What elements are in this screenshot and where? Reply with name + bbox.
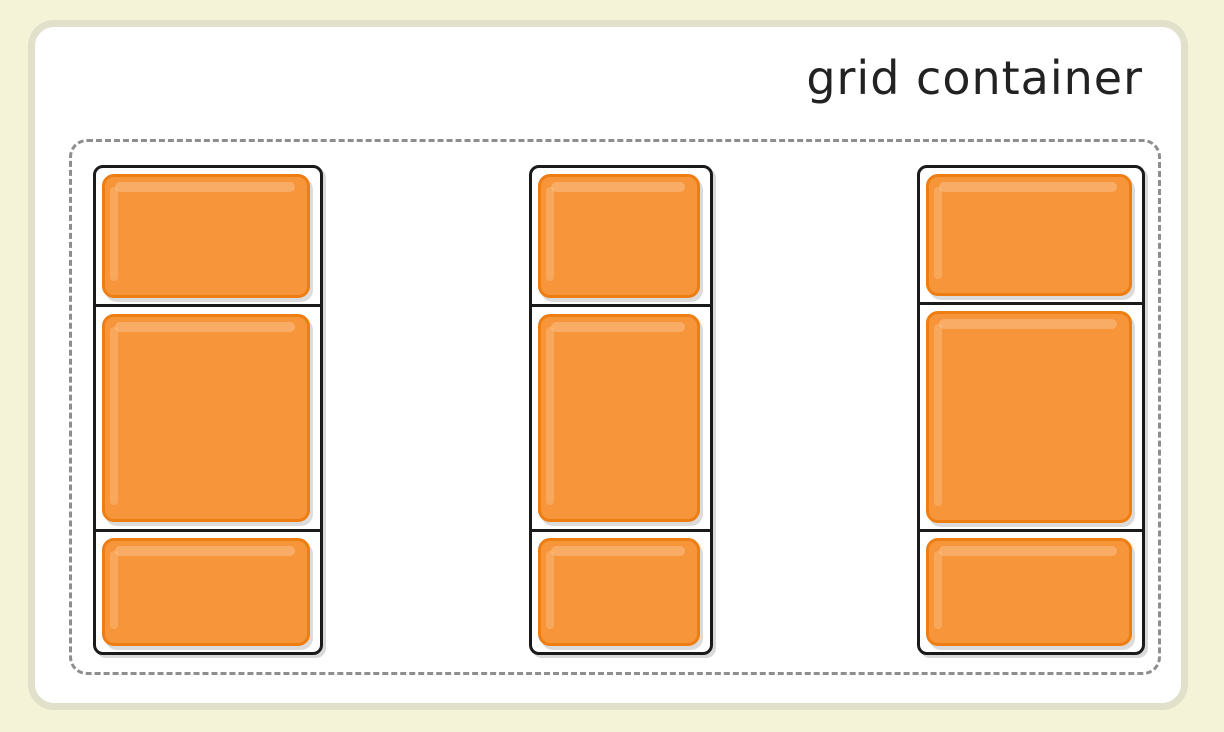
- grid-column-3: [917, 165, 1145, 655]
- row-divider: [920, 302, 1142, 305]
- grid-item-c1-r3: [102, 538, 310, 646]
- grid-item-c2-r2: [538, 314, 700, 522]
- grid-item-c1-r2: [102, 314, 310, 522]
- diagram-panel: grid container: [28, 20, 1188, 710]
- grid-item-c3-r2: [926, 311, 1132, 523]
- grid-container-label: grid container: [806, 51, 1143, 105]
- grid-item-c2-r1: [538, 174, 700, 298]
- row-divider: [96, 529, 320, 532]
- row-divider: [920, 529, 1142, 532]
- grid-item-c3-r3: [926, 538, 1132, 646]
- grid-item-c3-r1: [926, 174, 1132, 296]
- grid-column-1: [93, 165, 323, 655]
- row-divider: [532, 529, 710, 532]
- grid-item-c1-r1: [102, 174, 310, 298]
- grid-container-outline: [69, 139, 1161, 675]
- row-divider: [532, 304, 710, 307]
- grid-item-c2-r3: [538, 538, 700, 646]
- row-divider: [96, 304, 320, 307]
- grid-column-2: [529, 165, 713, 655]
